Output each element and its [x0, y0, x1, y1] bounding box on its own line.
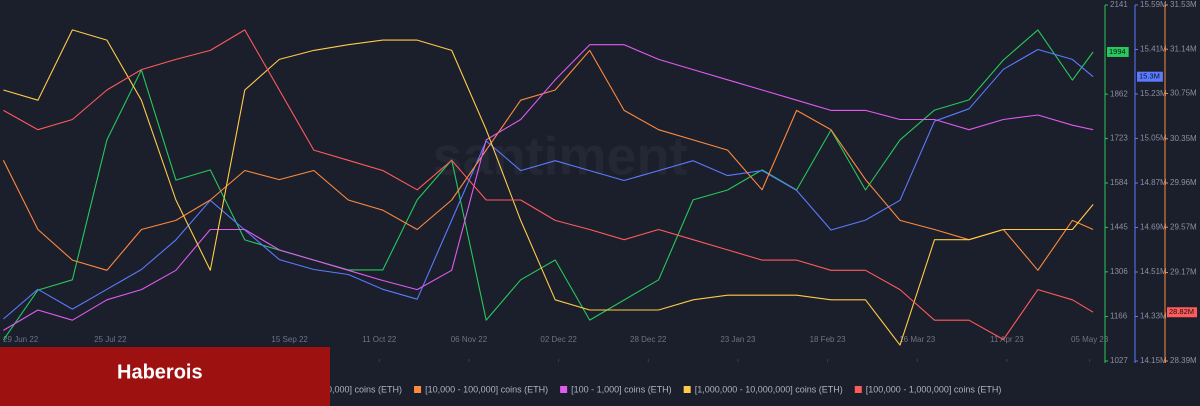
y-tick-label: 31.14M [1170, 44, 1197, 53]
watermark: santiment [432, 126, 687, 186]
legend-label: [1,000,000 - 10,000,000] coins (ETH) [695, 384, 843, 394]
legend-label: [10,000 - 100,000] coins (ETH) [425, 384, 548, 394]
x-tick-label: 25 Jul 22 [94, 335, 127, 344]
last-value-label: 1994 [1107, 47, 1129, 57]
last-value-text: 15.3M [1139, 72, 1160, 81]
y-tick-label: 30.75M [1170, 89, 1197, 98]
y-tick-label: 31.53M [1170, 0, 1197, 9]
legend-label: [100,000 - 1,000,000] coins (ETH) [866, 384, 1002, 394]
series-line [3, 48, 1094, 320]
x-tick-label: 23 Jan 23 [720, 335, 756, 344]
x-tick-label: 16 Mar 23 [899, 335, 936, 344]
legend-label: [1,000 - 10,000] coins (ETH) [289, 384, 402, 394]
banner: Haberois [0, 347, 330, 406]
y-tick-label: 28.39M [1170, 356, 1197, 365]
legend-swatch [560, 386, 568, 393]
y-tick-label: 1306 [1110, 267, 1128, 276]
series-line [3, 44, 1094, 331]
x-tick-label: 11 Apr 23 [990, 335, 1024, 344]
y-tick-label: 14.51M [1140, 267, 1167, 276]
y-tick-label: 1723 [1110, 134, 1128, 143]
plot: 29 Jun 22 25 Jul 22 15 Sep 22 11 Oct 22 06 N… [2, 0, 1198, 394]
y-tick-label: 14.33M [1140, 312, 1167, 321]
y-tick-label: 30.35M [1170, 134, 1197, 143]
x-tick-label: 11 Oct 22 [362, 335, 397, 344]
legend-swatch [854, 386, 862, 393]
y-tick-label: 1027 [1110, 356, 1128, 365]
last-value-text: 1994 [1109, 47, 1126, 56]
last-value-text: 28.82M [1169, 307, 1194, 316]
y-tick-label: 14.87M [1140, 178, 1167, 187]
x-tick-label: 29 Jun 22 [3, 335, 39, 344]
legend-swatch [414, 386, 422, 393]
y-tick-label: 2141 [1110, 0, 1128, 9]
legend-swatch [683, 386, 691, 393]
last-value-label: 15.3M [1137, 72, 1163, 82]
last-value-bg [1167, 307, 1198, 318]
y-tick-label: 29.17M [1170, 268, 1197, 277]
series-line [3, 29, 1094, 346]
y-tick-label: 1584 [1110, 178, 1128, 187]
last-value-label: 28.82M [1167, 307, 1198, 318]
series-line [2, 49, 1094, 271]
y-tick-label: 1445 [1110, 223, 1128, 232]
x-tick-label: 06 Nov 22 [451, 335, 488, 344]
x-tick-label: 02 Dec 22 [540, 335, 577, 344]
y-tick-label: 15.59M [1140, 0, 1167, 9]
y-tick-label: 15.05M [1140, 134, 1167, 143]
x-tick-label: 18 Feb 23 [810, 335, 847, 344]
y-tick-label: 1862 [1110, 89, 1128, 98]
y-tick-label: 14.69M [1140, 223, 1167, 232]
legend-label: [100 - 1,000] coins (ETH) [571, 384, 672, 394]
y-tick-label: 15.41M [1140, 45, 1167, 54]
series-line [3, 29, 1094, 341]
x-tick-label: 05 May 23 [1071, 335, 1109, 344]
y-tick-label: 14.15M [1140, 356, 1167, 365]
x-tick-label: 28 Dec 22 [630, 335, 667, 344]
y-tick-label: 29.57M [1170, 222, 1197, 231]
last-value-bg [1137, 71, 1163, 82]
banner-text: Haberois [117, 361, 203, 383]
y-tick-label: 1166 [1110, 312, 1128, 321]
banner-bg [0, 347, 330, 406]
x-tick-label: 15 Sep 22 [271, 335, 308, 344]
last-value-bg [1107, 46, 1129, 57]
y-tick-label: 29.96M [1170, 178, 1197, 187]
y-tick-label: 15.23M [1140, 89, 1167, 98]
